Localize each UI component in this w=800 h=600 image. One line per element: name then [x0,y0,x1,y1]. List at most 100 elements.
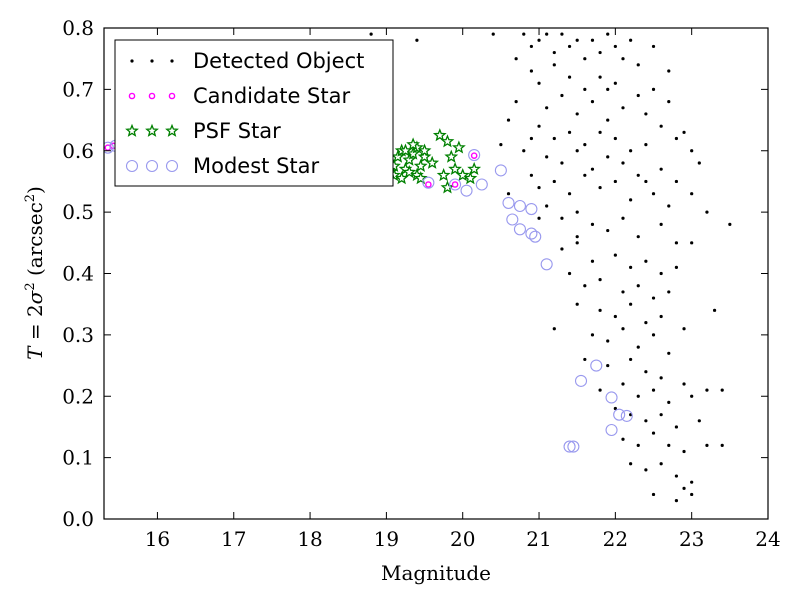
legend-samples [125,59,179,173]
legend-sample-psf [125,123,139,137]
detected-point [606,363,610,368]
detected-point [629,357,633,362]
x-tick-label: 22 [603,527,628,551]
x-tick-label: 19 [374,527,399,551]
detected-point [682,486,686,490]
detected-point [636,235,640,239]
detected-point [567,192,572,196]
psf-point [444,149,459,163]
legend-sample-modest [125,159,139,173]
detected-point [606,228,610,233]
detected-point [712,308,717,312]
detected-point [575,210,579,214]
detected-point [575,235,579,239]
legend-sample-candidate [148,92,156,100]
detected-point [529,136,534,141]
detected-point [545,32,549,36]
detected-point [636,394,640,398]
x-tick-label: 16 [145,527,170,551]
detected-point [667,351,671,355]
detected-point [644,112,648,116]
detected-point [682,449,686,454]
psf-point [402,152,417,166]
detected-point [522,32,526,36]
detected-point [651,492,656,497]
detected-point [674,425,679,429]
legend-label-modest: Modest Star [193,154,319,178]
detected-point [621,106,625,110]
y-tick-label: 0.4 [62,262,94,286]
detected-point [636,93,640,98]
detected-point [621,382,625,386]
detected-point [590,100,595,104]
detected-point [575,149,579,153]
x-tick-label: 20 [450,527,475,551]
detected-point [514,57,518,61]
detected-point [552,179,556,184]
detected-point [659,314,663,319]
detected-point [636,173,640,177]
psf-point [455,168,470,182]
candidate-point [425,181,432,188]
detected-point [667,400,671,404]
psf-point [406,146,421,160]
psf-point [413,171,428,185]
detected-point [560,161,564,165]
detected-point [606,32,610,36]
detected-point [644,370,648,374]
modest-point [605,391,618,404]
detected-point [613,253,617,257]
psf-point [413,158,428,172]
detected-point [369,32,373,36]
modest-point [104,141,114,154]
detected-point [567,44,572,49]
detected-point [728,222,732,226]
detected-point [583,284,587,288]
detected-point [629,149,633,153]
detected-point [659,222,663,226]
detected-point [651,44,656,49]
detected-point [514,100,518,104]
detected-point [552,327,556,331]
detected-point [644,259,648,263]
detected-point [575,302,579,306]
detected-point [537,81,541,85]
psf-point [432,128,447,142]
detected-point [682,327,686,331]
detected-point [621,290,625,294]
modest-point [449,178,462,191]
y-axis-title-var: T [23,345,47,360]
legend: Detected Object Candidate Star PSF Star … [114,39,394,187]
detected-point [522,149,526,153]
detected-point [598,308,602,312]
detected-point [621,161,625,165]
detected-point [690,480,694,484]
legend-sample-detected [150,59,154,63]
psf-point [402,164,417,179]
y-tick-label: 0.6 [62,139,94,163]
detected-point [606,155,610,159]
psf-point [451,140,466,154]
modest-point [513,199,527,213]
detected-point [583,87,587,91]
detected-point [529,69,534,73]
legend-label-psf: PSF Star [193,119,281,143]
detected-point [705,388,709,392]
detected-point [583,143,587,147]
x-tick-label: 23 [679,527,704,551]
psf-point [467,161,482,176]
detected-point [682,130,686,134]
detected-point [636,284,640,288]
axes: 16 17 18 19 20 21 22 23 24 0.0 0.1 0.2 0.3 0.4 0.5 0.6 0… [62,16,781,551]
detected-point [720,388,724,392]
y-tick-label: 0.5 [62,200,94,224]
detected-point [636,345,640,349]
detected-point [674,241,679,245]
detected-point [651,388,656,392]
detected-point [644,179,648,184]
y-tick-label: 0.1 [62,446,94,470]
detected-point [651,87,656,91]
legend-sample-modest [165,159,179,173]
psf-point [440,180,455,194]
detected-point [629,38,633,42]
